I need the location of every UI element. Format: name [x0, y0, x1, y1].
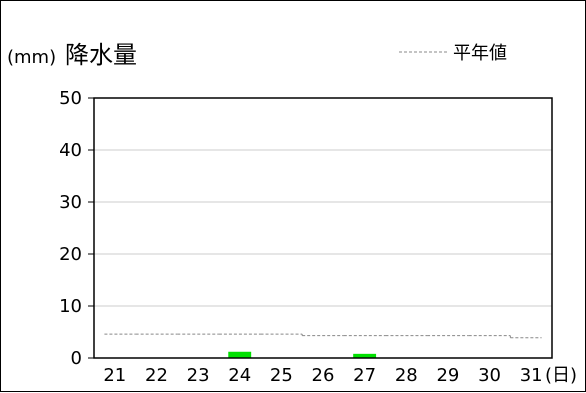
x-tick-label-29: 29	[436, 365, 459, 386]
x-tick-label-24: 24	[228, 365, 251, 386]
x-tick-label-23: 23	[187, 365, 210, 386]
plot-area-border	[93, 97, 553, 359]
x-tick-label-22: 22	[145, 365, 168, 386]
x-unit-label: (日)	[545, 365, 577, 386]
bar-27	[353, 353, 377, 358]
y-tick-label-50: 50	[59, 88, 82, 109]
chart-title: 降水量	[65, 41, 137, 69]
y-tick-label-20: 20	[59, 244, 82, 265]
x-tick-label-21: 21	[103, 365, 126, 386]
x-tick-label-31: 31	[520, 365, 543, 386]
legend-normal-label: 平年値	[453, 43, 507, 64]
x-tick-label-30: 30	[478, 365, 501, 386]
bar-24	[228, 351, 252, 358]
x-tick-label-26: 26	[312, 365, 335, 386]
y-tick-label-0: 0	[71, 348, 82, 369]
y-tick-label-10: 10	[59, 296, 82, 317]
y-tick-label-30: 30	[59, 192, 82, 213]
x-tick-label-25: 25	[270, 365, 293, 386]
x-tick-label-27: 27	[353, 365, 376, 386]
unit-label: (mm)	[7, 47, 56, 68]
x-tick-label-28: 28	[395, 365, 418, 386]
y-tick-label-40: 40	[59, 140, 82, 161]
